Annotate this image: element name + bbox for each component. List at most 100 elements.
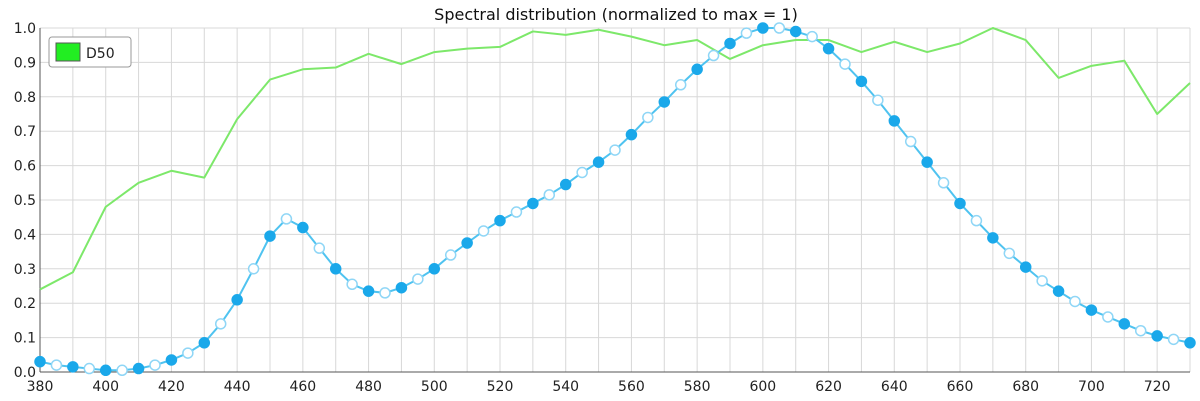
spectrum-point — [609, 144, 621, 156]
spectrum-point — [1052, 285, 1065, 297]
x-tick-label: 620 — [815, 379, 842, 395]
x-tick-label: 400 — [92, 379, 119, 395]
spectrum-point — [99, 364, 112, 377]
spectrum-point — [822, 42, 835, 55]
spectrum-point — [937, 177, 950, 189]
spectrum-point — [839, 58, 851, 70]
spectrum-point — [329, 263, 342, 275]
spectrum-point — [313, 242, 326, 254]
spectrum-point — [1085, 304, 1098, 316]
y-tick-label: 0.6 — [14, 159, 36, 175]
spectrum-point — [888, 115, 901, 127]
y-tick-label: 0.4 — [14, 227, 36, 243]
x-tick-label: 560 — [618, 379, 645, 395]
y-tick-label: 0.1 — [14, 331, 36, 347]
spectrum-point — [1167, 333, 1180, 346]
y-tick-label: 0.2 — [14, 296, 36, 312]
spectrum-point — [757, 22, 769, 34]
spectrum-point — [1118, 318, 1131, 330]
spectrum-point — [494, 214, 506, 227]
spectrum-point — [149, 359, 161, 371]
spectrum-point — [395, 281, 408, 294]
spectrum-point — [510, 206, 523, 218]
spectrum-point — [214, 318, 227, 330]
spectrum-point — [297, 221, 309, 234]
spectrum-point — [280, 213, 293, 225]
spectrum-point — [592, 156, 605, 168]
spectrum-point — [970, 214, 983, 227]
spectrum-point — [921, 156, 933, 168]
x-tick-label: 420 — [158, 379, 185, 395]
x-tick-label: 520 — [487, 379, 514, 395]
series-line-d50 — [39, 27, 1191, 291]
spectrum-point — [773, 22, 786, 34]
spectrum-point — [1036, 275, 1048, 287]
spectrum-point — [428, 263, 441, 275]
y-tick-label: 0.7 — [14, 124, 36, 140]
x-tick-label: 660 — [947, 379, 974, 395]
spectrum-point — [444, 249, 457, 261]
legend: D50 — [48, 36, 132, 68]
y-tick-label: 0.3 — [14, 262, 36, 278]
legend-label-d50: D50 — [86, 46, 115, 62]
spectrum-point — [477, 225, 490, 237]
x-tick-label: 700 — [1078, 379, 1105, 395]
spectrum-point — [264, 230, 276, 242]
spectrum-point — [789, 25, 802, 38]
y-tick-label: 0.8 — [14, 90, 36, 106]
spectrum-point — [691, 63, 703, 76]
x-tick-label: 460 — [289, 379, 316, 395]
y-tick-label: 0.9 — [14, 55, 36, 71]
spectrum-point — [658, 96, 671, 108]
spectrum-point — [625, 128, 638, 141]
spectrum-point — [362, 285, 375, 297]
spectrum-point — [954, 197, 966, 210]
series-line-spectrum — [39, 27, 1191, 372]
x-tick-label: 440 — [224, 379, 251, 395]
spectrum-point — [50, 359, 63, 371]
spectrum-point — [872, 94, 884, 106]
x-tick-label: 680 — [1012, 379, 1039, 395]
x-tick-label: 480 — [355, 379, 382, 395]
spectrum-point — [1184, 337, 1196, 349]
x-tick-label: 580 — [684, 379, 711, 395]
spectrum-point — [182, 347, 194, 359]
spectrum-point — [559, 178, 572, 191]
spectrum-point — [1102, 311, 1114, 323]
spectrum-point — [904, 135, 917, 148]
spectrum-point — [379, 287, 391, 299]
spectrum-point — [1134, 324, 1147, 337]
spectrum-point — [1019, 261, 1032, 273]
spectrum-point — [198, 337, 211, 349]
chart-title: Spectral distribution (normalized to max… — [434, 5, 798, 24]
spectrum-point — [346, 278, 358, 291]
spectrum-point — [1069, 295, 1081, 308]
axes: 380 400 420 440 460 480 500 520 540 560 580 600 620 6… — [14, 21, 1190, 395]
x-tick-label: 600 — [749, 379, 776, 395]
spectrum-point — [987, 232, 999, 244]
spectrum-point — [543, 189, 556, 201]
x-tick-label: 380 — [27, 379, 54, 395]
grid — [39, 27, 1191, 373]
spectrum-point — [132, 362, 145, 375]
spectrum-point — [231, 294, 243, 306]
spectrum-point — [740, 27, 753, 39]
spectrum-point — [83, 362, 96, 375]
spectrum-point — [1003, 247, 1016, 260]
spectrum-point — [461, 237, 473, 249]
y-tick-label: 1.0 — [14, 21, 36, 37]
x-tick-label: 500 — [421, 379, 448, 395]
spectrum-point — [806, 30, 818, 43]
spectrum-point — [165, 354, 178, 366]
x-tick-label: 640 — [881, 379, 908, 395]
legend-swatch-d50 — [55, 42, 81, 62]
spectrum-point — [576, 166, 588, 179]
spectrum-point — [247, 263, 260, 275]
spectrum-point — [527, 197, 539, 210]
y-tick-label: 0.5 — [14, 193, 36, 209]
spectrum-point — [674, 79, 687, 91]
x-tick-label: 720 — [1144, 379, 1171, 395]
spectrum-point — [855, 75, 868, 88]
spectrum-point — [724, 37, 736, 50]
